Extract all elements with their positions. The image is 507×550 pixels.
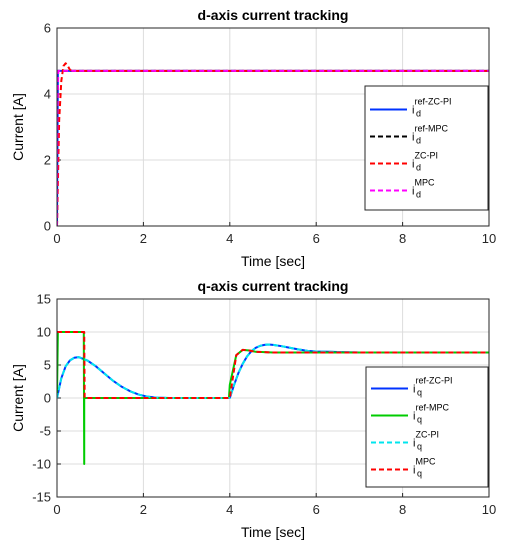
d-axis-legend xyxy=(364,85,489,211)
d-axis-y-axis-label: Current [A] xyxy=(10,93,26,161)
q-axis-y-tick-label: 5 xyxy=(44,358,51,373)
d-axis-y-tick-label: 4 xyxy=(44,87,51,102)
q-axis-series-line-mpc xyxy=(57,331,489,399)
d-axis-y-tick-label: 2 xyxy=(44,153,51,168)
d-axis-x-tick-label: 0 xyxy=(53,231,60,246)
q-axis-chart-title: q-axis current tracking xyxy=(198,278,349,294)
q-axis-x-axis-label: Time [sec] xyxy=(241,524,305,540)
d-axis-legend-label: iref-ZC-PI d xyxy=(412,97,451,119)
q-axis-panel: 0 2 4 6 8 10 -15 -10 -5 0 5 10 15 iref-ZC-PI q iref-MPC… xyxy=(10,278,496,540)
d-axis-legend-label: iref-MPC d xyxy=(412,124,448,146)
q-axis-x-tick-label: 8 xyxy=(399,502,406,517)
q-axis-y-tick-label: 15 xyxy=(37,292,51,307)
d-axis-x-tick-label: 4 xyxy=(226,231,233,246)
q-axis-y-tick-label: 10 xyxy=(37,325,51,340)
d-axis-x-tick-label: 6 xyxy=(313,231,320,246)
d-axis-chart-title: d-axis current tracking xyxy=(198,7,349,23)
q-axis-x-tick-label: 6 xyxy=(313,502,320,517)
d-axis-x-axis-label: Time [sec] xyxy=(241,253,305,269)
d-axis-legend-label: iMPC d xyxy=(412,178,435,200)
q-axis-legend-label: iref-MPC q xyxy=(413,403,449,425)
d-axis-legend-label: iZC-PI d xyxy=(412,151,438,173)
q-axis-y-tick-label: -15 xyxy=(32,490,51,505)
q-axis-axes-frame xyxy=(56,298,490,498)
q-axis-legend xyxy=(365,366,489,488)
d-axis-x-tick-label: 10 xyxy=(482,231,496,246)
q-axis-legend-label: iZC-PI q xyxy=(413,430,439,452)
q-axis-series-line-zc-pi xyxy=(57,343,489,399)
q-axis-y-tick-label: -5 xyxy=(39,424,51,439)
q-axis-legend-label: iref-ZC-PI q xyxy=(413,376,452,398)
d-axis-panel: 0 2 4 6 8 10 0 2 4 6 iref-ZC-PI d iref-MPC d iZC-PI d iM… xyxy=(10,7,496,269)
d-axis-axes-frame xyxy=(56,27,490,227)
q-axis-y-axis-label: Current [A] xyxy=(10,364,26,432)
d-axis-y-tick-label: 0 xyxy=(44,219,51,234)
q-axis-y-tick-label: -10 xyxy=(32,457,51,472)
d-axis-x-tick-label: 8 xyxy=(399,231,406,246)
q-axis-x-tick-label: 10 xyxy=(482,502,496,517)
q-axis-x-tick-label: 2 xyxy=(140,502,147,517)
q-axis-x-tick-label: 0 xyxy=(53,502,60,517)
q-axis-legend-label: iMPC q xyxy=(413,457,436,479)
d-axis-x-tick-label: 2 xyxy=(140,231,147,246)
q-axis-y-tick-label: 0 xyxy=(44,391,51,406)
d-axis-series-line-zc-pi xyxy=(57,62,489,226)
q-axis-x-tick-label: 4 xyxy=(226,502,233,517)
d-axis-y-tick-label: 6 xyxy=(44,21,51,36)
